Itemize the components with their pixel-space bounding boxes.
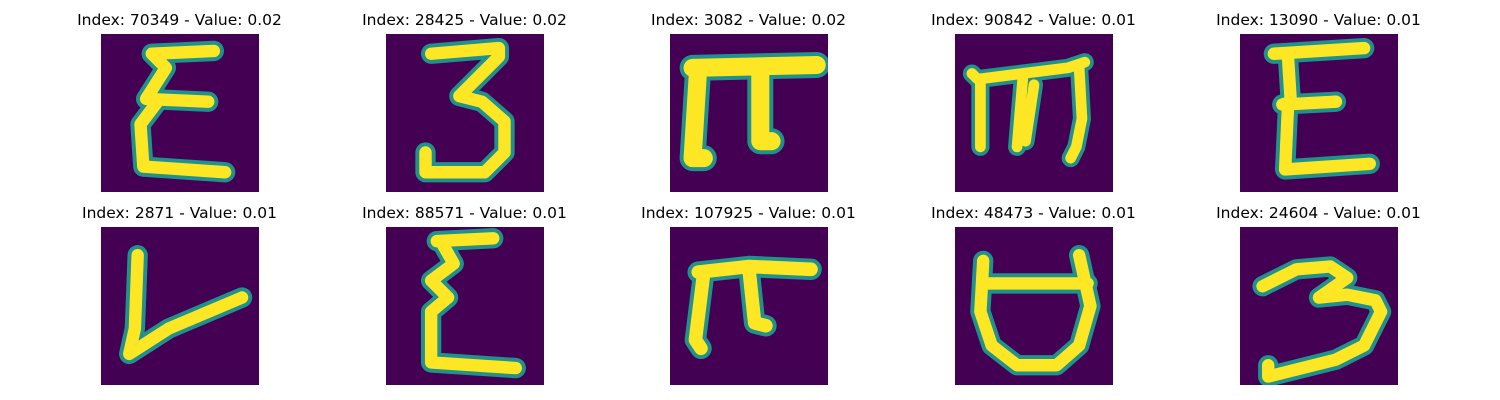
glyph-image (386, 227, 544, 385)
glyph-image-v (101, 227, 259, 385)
panel-title: Index: 70349 - Value: 0.02 (77, 11, 282, 29)
glyph-image-digit-3 (1240, 227, 1398, 385)
glyph-image (955, 227, 1113, 385)
panel-title: Index: 107925 - Value: 0.01 (641, 204, 856, 222)
glyph-image-epsilon (1240, 34, 1398, 192)
panel-6: Index: 2871 - Value: 0.01 (37, 193, 322, 385)
panel-title: Index: 24604 - Value: 0.01 (1216, 204, 1421, 222)
glyph-image (386, 34, 544, 192)
glyph-image-m (955, 34, 1113, 192)
panel-title: Index: 88571 - Value: 0.01 (362, 204, 567, 222)
glyph-image-epsilon (101, 34, 259, 192)
panel-5: Index: 13090 - Value: 0.01 (1176, 0, 1461, 192)
panel-3: Index: 3082 - Value: 0.02 (606, 0, 891, 192)
panel-title: Index: 90842 - Value: 0.01 (931, 11, 1136, 29)
glyph-image (1240, 227, 1398, 385)
panel-title: Index: 3082 - Value: 0.02 (651, 11, 846, 29)
panel-title: Index: 2871 - Value: 0.01 (82, 204, 277, 222)
glyph-image-epsilon (386, 227, 544, 385)
glyph-image-digit-3 (386, 34, 544, 192)
glyph-image (670, 34, 828, 192)
panel-7: Index: 88571 - Value: 0.01 (322, 193, 607, 385)
glyph-image (1240, 34, 1398, 192)
panel-title: Index: 48473 - Value: 0.01 (931, 204, 1136, 222)
panel-title: Index: 13090 - Value: 0.01 (1216, 11, 1421, 29)
panel-2: Index: 28425 - Value: 0.02 (322, 0, 607, 192)
panel-title: Index: 28425 - Value: 0.02 (362, 11, 567, 29)
glyph-image-pi (670, 34, 828, 192)
glyph-image (955, 34, 1113, 192)
panel-10: Index: 24604 - Value: 0.01 (1176, 193, 1461, 385)
glyph-image (101, 227, 259, 385)
glyph-image (670, 227, 828, 385)
panel-1: Index: 70349 - Value: 0.02 (37, 0, 322, 192)
panel-4: Index: 90842 - Value: 0.01 (891, 0, 1176, 192)
panel-9: Index: 48473 - Value: 0.01 (891, 193, 1176, 385)
glyph-image-u (955, 227, 1113, 385)
glyph-image (101, 34, 259, 192)
panel-8: Index: 107925 - Value: 0.01 (606, 193, 891, 385)
glyph-image-pi (670, 227, 828, 385)
